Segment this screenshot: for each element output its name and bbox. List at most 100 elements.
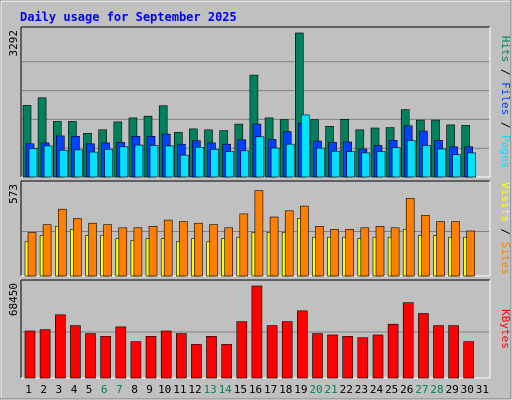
bar-sites-day-1 <box>27 232 37 277</box>
x-tick-label-day-8: 8 <box>131 383 138 396</box>
bar-sites-day-21 <box>330 229 339 277</box>
bar-sites-day-6 <box>103 224 112 277</box>
bar-sites-day-12 <box>194 222 203 277</box>
legend-sites: Sites <box>499 242 512 275</box>
bar-kbytes-day-1 <box>24 330 36 379</box>
x-tick-label-day-19: 19 <box>294 383 307 396</box>
x-tick-label-day-6: 6 <box>101 383 108 396</box>
x-tick-label-day-28: 28 <box>430 383 443 396</box>
bar-sites-day-26 <box>405 198 415 277</box>
x-tick-label-day-30: 30 <box>461 383 474 396</box>
x-tick-label-day-20: 20 <box>309 383 322 396</box>
legend-separator: / <box>499 62 512 82</box>
legend-files: Files <box>499 82 512 115</box>
legend-hits-files-pages: Hits / Files / Pages <box>499 36 512 169</box>
x-tick-label-day-13: 13 <box>203 383 216 396</box>
x-tick-label-day-24: 24 <box>370 383 384 396</box>
x-tick-label-day-17: 17 <box>264 383 277 396</box>
bar-kbytes-day-19 <box>296 310 308 379</box>
bar-kbytes-day-2 <box>39 329 51 379</box>
bar-sites-day-4 <box>73 218 82 277</box>
bar-kbytes-day-7 <box>115 326 127 379</box>
bar-pages-day-19 <box>300 114 310 178</box>
bar-pages-day-25 <box>391 147 401 178</box>
axis-max-label: 3292 <box>7 30 20 57</box>
bar-pages-day-22 <box>346 151 356 178</box>
legend-labels: Hits / Files / Pages Visits / Sites KBytes <box>499 36 512 349</box>
bar-pages-day-11 <box>180 154 189 178</box>
bar-pages-day-2 <box>43 145 53 178</box>
bar-kbytes-day-29 <box>448 325 459 379</box>
bar-kbytes-day-23 <box>357 337 369 379</box>
panel-kbytes: 68450 <box>7 279 491 379</box>
bar-kbytes-day-28 <box>433 325 444 379</box>
bar-pages-day-9 <box>149 145 159 178</box>
bar-kbytes-day-14 <box>221 344 232 379</box>
bar-kbytes-day-6 <box>100 335 111 379</box>
bar-kbytes-day-13 <box>206 335 217 379</box>
bar-sites-day-15 <box>239 213 249 277</box>
legend-pages: Pages <box>499 135 512 168</box>
bar-kbytes-day-22 <box>342 335 354 379</box>
x-tick-label-day-29: 29 <box>446 383 459 396</box>
bar-sites-day-5 <box>88 222 97 277</box>
bar-pages-day-18 <box>285 143 295 178</box>
bar-sites-day-30 <box>466 230 476 277</box>
panel-visits-sites: 573 <box>7 180 491 277</box>
x-tick-label-day-10: 10 <box>158 383 171 396</box>
bar-sites-day-24 <box>375 226 385 277</box>
bar-pages-day-16 <box>255 136 265 178</box>
bar-sites-day-27 <box>421 215 430 277</box>
bar-kbytes-day-11 <box>176 333 187 379</box>
legend-separator: / <box>499 115 512 135</box>
x-tick-label-day-14: 14 <box>219 383 233 396</box>
panel-hits-files-pages: 3292 <box>7 26 491 178</box>
bar-pages-day-21 <box>331 150 340 178</box>
bar-kbytes-day-16 <box>251 285 263 379</box>
bar-pages-day-4 <box>74 149 83 178</box>
bar-pages-day-12 <box>195 147 204 178</box>
bar-pages-day-3 <box>58 150 68 178</box>
x-tick-label-day-31: 31 <box>476 383 489 396</box>
bar-pages-day-27 <box>422 145 431 178</box>
x-tick-label-day-27: 27 <box>415 383 428 396</box>
bar-pages-day-7 <box>119 146 129 178</box>
axis-max-label: 573 <box>7 184 20 204</box>
bar-pages-day-29 <box>452 154 461 178</box>
x-tick-label-day-4: 4 <box>71 383 78 396</box>
bar-pages-day-13 <box>210 149 219 178</box>
bar-pages-day-5 <box>89 151 98 178</box>
bar-pages-day-26 <box>406 140 416 178</box>
bar-sites-day-17 <box>269 216 279 277</box>
bar-kbytes-day-21 <box>327 334 338 379</box>
bar-kbytes-day-24 <box>372 334 384 379</box>
bar-sites-day-13 <box>209 224 218 277</box>
bar-sites-day-8 <box>133 227 143 277</box>
bar-sites-day-14 <box>224 227 233 277</box>
bar-sites-day-29 <box>451 221 460 277</box>
bar-pages-day-30 <box>467 152 477 178</box>
x-tick-label-day-16: 16 <box>249 383 262 396</box>
bar-pages-day-8 <box>134 144 144 178</box>
bar-kbytes-day-27 <box>418 313 429 379</box>
bar-pages-day-28 <box>437 148 446 178</box>
bar-pages-day-1 <box>28 148 38 178</box>
bar-sites-day-2 <box>42 224 52 277</box>
bar-kbytes-day-4 <box>70 325 81 379</box>
bar-pages-day-17 <box>270 147 280 178</box>
x-tick-label-day-25: 25 <box>385 383 398 396</box>
bar-kbytes-day-10 <box>160 330 172 379</box>
bar-pages-day-10 <box>164 145 174 178</box>
x-tick-label-day-12: 12 <box>188 383 201 396</box>
legend-hits: Hits <box>499 36 512 63</box>
x-axis-labels: 1 2 3 4 5 6 7 8 9 10 11 12 13 14 15 16 17 18 19 20 21 22 23 24 2… <box>25 383 489 396</box>
x-tick-label-day-5: 5 <box>86 383 93 396</box>
bar-kbytes-day-25 <box>387 323 399 379</box>
x-tick-label-day-3: 3 <box>55 383 62 396</box>
bar-kbytes-day-20 <box>312 333 323 379</box>
bar-sites-day-10 <box>163 219 173 277</box>
bar-pages-day-15 <box>240 150 250 178</box>
bar-pages-day-14 <box>225 151 234 178</box>
bar-kbytes-day-9 <box>145 335 157 379</box>
